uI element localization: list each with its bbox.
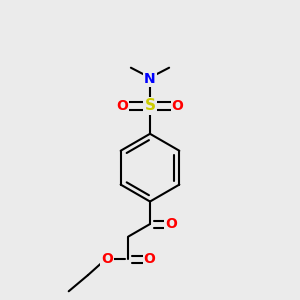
Text: O: O (165, 217, 177, 231)
Text: O: O (116, 99, 128, 113)
Text: O: O (172, 99, 184, 113)
Text: O: O (101, 252, 113, 266)
Text: O: O (144, 252, 155, 266)
Text: S: S (145, 98, 155, 113)
Text: N: N (144, 72, 156, 86)
